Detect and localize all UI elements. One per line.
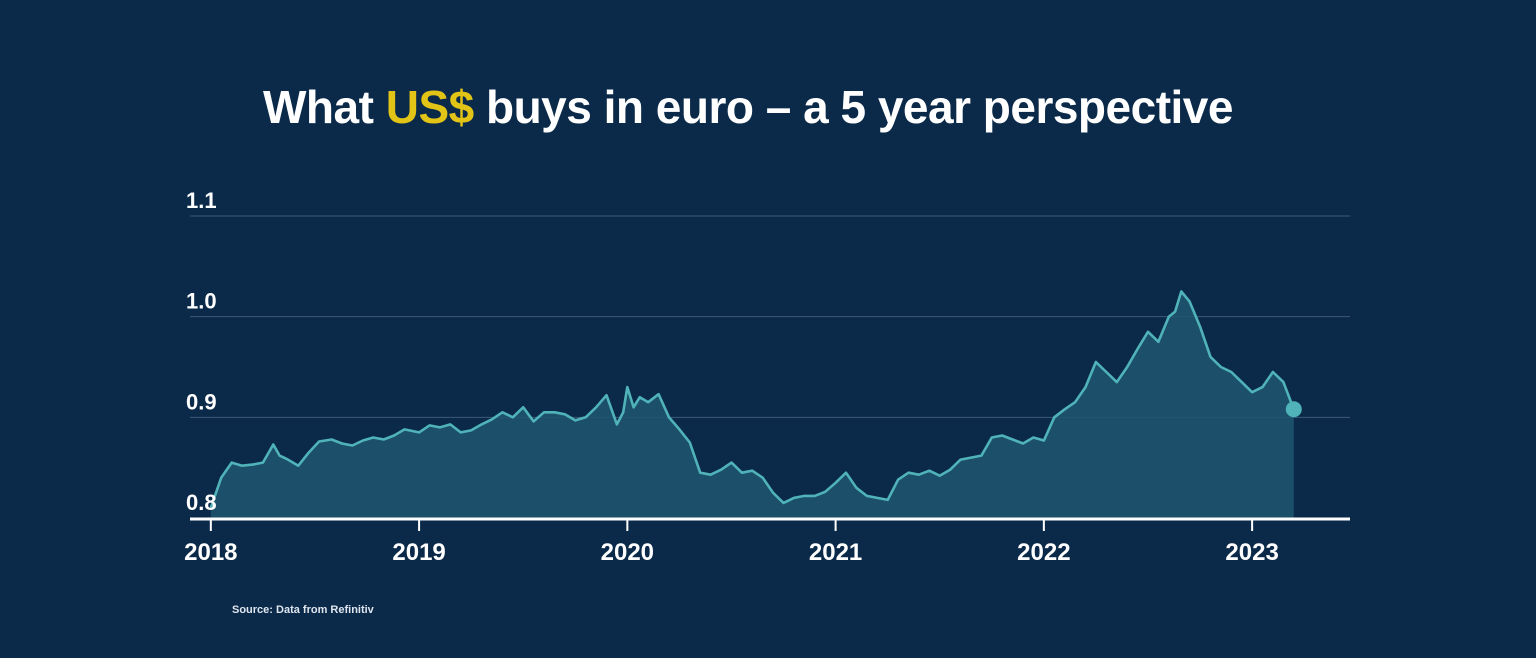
end-point-marker bbox=[1285, 401, 1302, 418]
x-axis bbox=[190, 517, 1350, 531]
area-fill bbox=[210, 291, 1294, 518]
series-path bbox=[209, 290, 1296, 510]
x-tick-label: 2022 bbox=[1017, 539, 1070, 566]
y-tick-label: 1.1 bbox=[186, 188, 217, 213]
series-line bbox=[209, 290, 1302, 510]
x-tick-label: 2020 bbox=[601, 539, 654, 566]
y-tick-label: 0.9 bbox=[186, 389, 217, 414]
y-tick-label: 0.8 bbox=[186, 490, 217, 515]
title-text-after: buys in euro – a 5 year perspective bbox=[473, 81, 1234, 133]
y-tick-label: 1.0 bbox=[186, 289, 217, 314]
area-path bbox=[210, 291, 1294, 518]
x-tick-label: 2018 bbox=[184, 539, 237, 566]
chart-title: What US$ buys in euro – a 5 year perspec… bbox=[0, 80, 1496, 134]
source-note: Source: Data from Refinitiv bbox=[232, 604, 374, 616]
x-tick-label: 2021 bbox=[809, 539, 862, 566]
x-tick-label: 2023 bbox=[1225, 539, 1278, 566]
tick-labels: 0.8 0.9 1.0 1.1 2018 2019 2020 2021 2022 2023 bbox=[184, 188, 1279, 566]
title-highlight: US$ bbox=[385, 81, 474, 133]
title-text-before: What bbox=[263, 81, 386, 133]
x-tick-label: 2019 bbox=[392, 539, 445, 566]
